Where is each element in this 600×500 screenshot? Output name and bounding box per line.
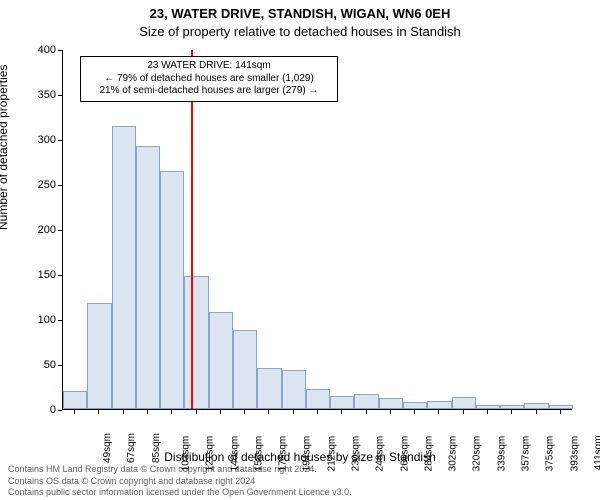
x-tick-mark xyxy=(123,410,124,414)
histogram-bar xyxy=(306,389,330,409)
x-tick-label: 103sqm xyxy=(181,436,192,472)
histogram-bar xyxy=(452,397,476,409)
x-tick-mark xyxy=(147,410,148,414)
histogram-bar xyxy=(257,368,281,409)
x-tick-label: 176sqm xyxy=(278,436,289,472)
y-tick-mark xyxy=(58,365,62,366)
x-tick-mark xyxy=(414,410,415,414)
x-tick-mark xyxy=(341,410,342,414)
annotation-box: 23 WATER DRIVE: 141sqm ← 79% of detached… xyxy=(80,56,338,102)
annotation-line: 21% of semi-detached houses are larger (… xyxy=(87,85,331,98)
x-tick-mark xyxy=(244,410,245,414)
x-tick-label: 320sqm xyxy=(472,436,483,472)
title-sub: Size of property relative to detached ho… xyxy=(0,24,600,39)
x-tick-mark xyxy=(511,410,512,414)
histogram-bar xyxy=(549,405,573,410)
y-tick-label: 0 xyxy=(50,404,56,416)
histogram-bar xyxy=(160,171,184,410)
x-tick-mark xyxy=(268,410,269,414)
x-tick-label: 284sqm xyxy=(423,436,434,472)
footer-line: Contains OS data © Crown copyright and d… xyxy=(8,476,352,487)
y-tick-label: 100 xyxy=(38,314,56,326)
annotation-line: 23 WATER DRIVE: 141sqm xyxy=(87,60,331,73)
x-tick-label: 85sqm xyxy=(151,433,162,463)
y-tick-mark xyxy=(58,410,62,411)
x-tick-label: 411sqm xyxy=(593,435,600,470)
y-tick-label: 200 xyxy=(38,224,56,236)
x-tick-mark xyxy=(366,410,367,414)
histogram-bar xyxy=(524,403,548,409)
y-tick-mark xyxy=(58,185,62,186)
histogram-bar xyxy=(184,276,208,409)
histogram-bar xyxy=(354,394,378,409)
x-tick-label: 357sqm xyxy=(521,436,532,472)
x-tick-label: 140sqm xyxy=(229,436,240,472)
histogram-bar xyxy=(500,405,524,410)
y-tick-mark xyxy=(58,50,62,51)
histogram-bar xyxy=(112,126,136,409)
x-tick-label: 302sqm xyxy=(448,436,459,472)
histogram-bar xyxy=(379,398,403,409)
x-tick-mark xyxy=(438,410,439,414)
x-tick-label: 67sqm xyxy=(126,433,137,463)
y-tick-mark xyxy=(58,230,62,231)
y-tick-label: 400 xyxy=(38,44,56,56)
x-tick-label: 121sqm xyxy=(205,436,216,472)
histogram-bar xyxy=(330,396,354,410)
histogram-bar xyxy=(427,401,451,409)
x-tick-label: 230sqm xyxy=(351,436,362,472)
x-tick-mark xyxy=(196,410,197,414)
title-main: 23, WATER DRIVE, STANDISH, WIGAN, WN6 0E… xyxy=(0,6,600,21)
y-tick-label: 250 xyxy=(38,179,56,191)
x-tick-label: 194sqm xyxy=(302,436,313,472)
x-tick-label: 49sqm xyxy=(102,433,113,463)
histogram-bar xyxy=(136,146,160,409)
x-tick-label: 248sqm xyxy=(375,436,386,472)
x-tick-mark xyxy=(220,410,221,414)
x-tick-mark xyxy=(560,410,561,414)
histogram-bar xyxy=(403,402,427,409)
x-axis-label: Distribution of detached houses by size … xyxy=(0,450,600,464)
x-tick-mark xyxy=(293,410,294,414)
x-tick-mark xyxy=(171,410,172,414)
chart-container: 23, WATER DRIVE, STANDISH, WIGAN, WN6 0E… xyxy=(0,0,600,500)
x-tick-label: 266sqm xyxy=(399,436,410,472)
annotation-line: ← 79% of detached houses are smaller (1,… xyxy=(87,73,331,86)
histogram-bar xyxy=(87,303,111,409)
y-tick-label: 350 xyxy=(38,89,56,101)
x-tick-label: 339sqm xyxy=(496,436,507,472)
y-tick-mark xyxy=(58,275,62,276)
y-tick-mark xyxy=(58,320,62,321)
x-tick-mark xyxy=(487,410,488,414)
x-tick-label: 375sqm xyxy=(545,436,556,472)
y-tick-mark xyxy=(58,140,62,141)
histogram-bar xyxy=(476,405,500,410)
x-tick-mark xyxy=(317,410,318,414)
x-tick-mark xyxy=(390,410,391,414)
x-tick-mark xyxy=(74,410,75,414)
property-marker-line xyxy=(191,50,193,409)
histogram-bar xyxy=(233,330,257,409)
x-tick-label: 158sqm xyxy=(253,436,264,472)
x-tick-label: 393sqm xyxy=(569,436,580,472)
x-tick-label: 212sqm xyxy=(326,436,337,472)
histogram-bar xyxy=(209,312,233,409)
x-tick-mark xyxy=(463,410,464,414)
y-tick-label: 150 xyxy=(38,269,56,281)
x-tick-mark xyxy=(536,410,537,414)
y-tick-label: 300 xyxy=(38,134,56,146)
plot-area xyxy=(62,50,572,410)
histogram-bar xyxy=(63,391,87,409)
footer-line: Contains public sector information licen… xyxy=(8,487,352,498)
histogram-bar xyxy=(282,370,306,409)
y-axis-label: Number of detached properties xyxy=(0,65,10,230)
x-tick-mark xyxy=(98,410,99,414)
y-tick-mark xyxy=(58,95,62,96)
y-tick-label: 50 xyxy=(44,359,56,371)
